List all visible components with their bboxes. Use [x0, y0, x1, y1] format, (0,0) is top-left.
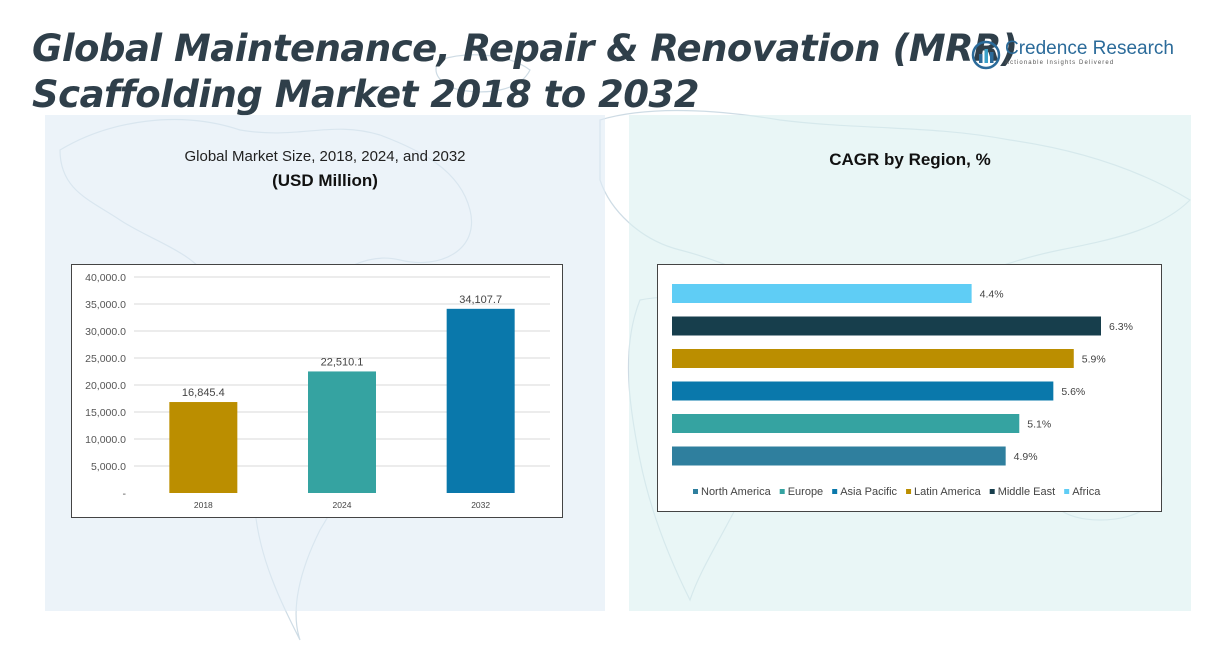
cagr-chart-title: CAGR by Region, % [829, 150, 991, 169]
bar-value-label: 16,845.4 [182, 387, 225, 399]
bar-middle-east [672, 316, 1101, 336]
bar-2024 [308, 371, 376, 493]
bar-value-label: 5.9% [1082, 354, 1106, 366]
bar-2032 [446, 308, 515, 493]
bar-value-label: 5.6% [1061, 386, 1085, 398]
y-tick-label: 30,000.0 [85, 326, 126, 338]
legend-label: Asia Pacific [840, 486, 897, 498]
page-title: Global Maintenance, Repair & Renovation … [32, 26, 1018, 118]
title-line-1: Global Maintenance, Repair & Renovation … [32, 27, 1018, 70]
market-size-unit-label: (USD Million) [272, 171, 378, 190]
y-tick-label: 40,000.0 [85, 272, 126, 284]
market-size-chart-title: Global Market Size, 2018, 2024, and 2032 [184, 148, 466, 165]
market-size-bar-chart: - 5,000.0 10,000.0 15,000.0 20,000.0 25,000.0… [85, 272, 550, 510]
bar-africa [672, 284, 972, 303]
cagr-chart-frame: 4.4% 6.3% 5.9% 5.6% 5.1% 4.9% North America Eur… [657, 264, 1162, 512]
logo-icon [971, 40, 1001, 70]
credence-research-logo: Credence Research Actionable Insights De… [971, 38, 1174, 72]
legend-swatch [832, 489, 838, 494]
legend-swatch [906, 489, 912, 494]
y-tick-label: 10,000.0 [85, 434, 126, 446]
legend-label: Latin America [914, 486, 982, 498]
bar-north-america [672, 446, 1006, 466]
legend-swatch [693, 489, 698, 494]
cagr-horizontal-bar-chart: 4.4% 6.3% 5.9% 5.6% 5.1% 4.9% North America Eur… [672, 284, 1133, 498]
y-tick-label: 20,000.0 [85, 380, 126, 392]
y-tick-label: - [123, 488, 127, 500]
legend-swatch [1064, 489, 1070, 494]
legend-label: Africa [1072, 486, 1101, 498]
logo-name: Credence Research [1005, 38, 1174, 59]
bar-value-label: 4.4% [980, 289, 1004, 301]
bar-asia-pacific [672, 381, 1054, 401]
y-tick-label: 15,000.0 [85, 407, 126, 419]
legend-swatch [779, 489, 785, 494]
market-size-chart-frame: - 5,000.0 10,000.0 15,000.0 20,000.0 25,000.0… [71, 264, 563, 518]
logo-tagline: Actionable Insights Delivered [1005, 60, 1115, 66]
bar-2018 [169, 402, 238, 493]
y-tick-label: 5,000.0 [91, 461, 126, 473]
legend-swatch [989, 489, 995, 494]
bar-value-label: 5.1% [1027, 419, 1051, 431]
legend-label: Middle East [998, 486, 1055, 498]
bar-value-label: 22,510.1 [321, 356, 364, 368]
bar-europe [672, 414, 1020, 433]
legend-label: Europe [788, 486, 823, 498]
x-tick-label: 2032 [471, 500, 490, 510]
bar-value-label: 34,107.7 [459, 294, 502, 306]
y-tick-label: 25,000.0 [85, 353, 126, 365]
bar-latin-america [672, 349, 1074, 368]
x-tick-label: 2024 [333, 500, 352, 510]
bar-value-label: 6.3% [1109, 321, 1133, 333]
x-tick-label: 2018 [194, 500, 213, 510]
y-tick-label: 35,000.0 [85, 299, 126, 311]
legend-label: North America [701, 486, 772, 498]
title-line-2: Scaffolding Market 2018 to 2032 [32, 73, 700, 116]
bar-value-label: 4.9% [1014, 451, 1038, 463]
